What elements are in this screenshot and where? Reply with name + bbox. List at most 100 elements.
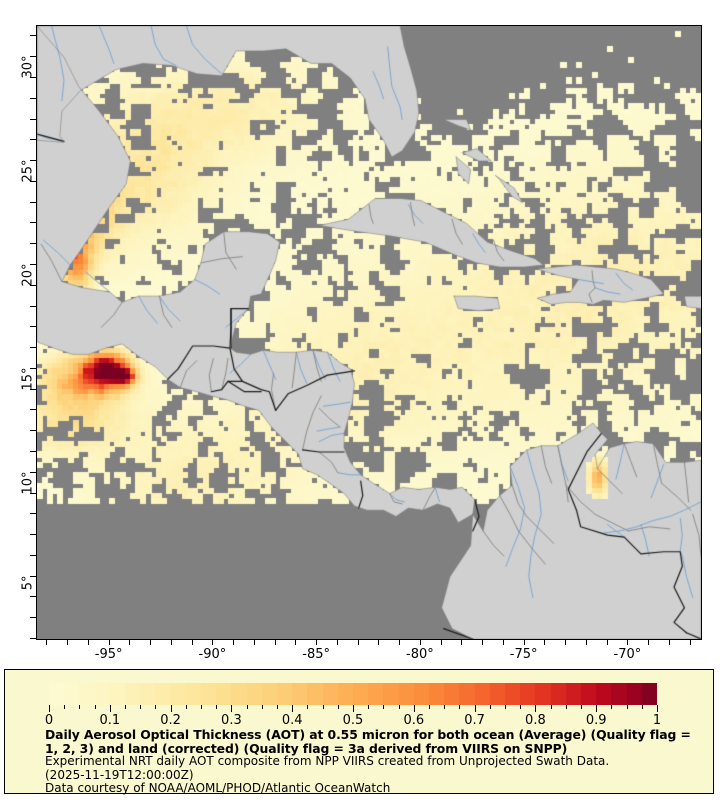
lon-tick (544, 639, 545, 645)
colorbar-minor-tick (64, 705, 65, 709)
lat-tick-label: 15° (20, 367, 36, 391)
colorbar-tick-label: 0.7 (464, 713, 485, 728)
lat-tick (30, 389, 36, 390)
colorbar-minor-tick (581, 705, 582, 709)
lat-tick (30, 222, 36, 223)
lon-tick (254, 639, 255, 645)
colorbar-minor-tick (247, 705, 248, 709)
lat-tick (30, 451, 36, 452)
colorbar-minor-tick (611, 705, 612, 709)
colorbar-minor-tick (95, 705, 96, 709)
lat-tick (30, 139, 36, 140)
lat-tick (30, 430, 36, 431)
colorbar-minor-tick (79, 705, 80, 709)
caption-line-4: Data courtesy of NOAA/AOML/PHOD/Atlantic… (45, 781, 391, 795)
lon-tick (524, 639, 525, 645)
colorbar-tick-label: 0 (44, 713, 54, 728)
colorbar-minor-tick (140, 705, 141, 709)
lat-tick (30, 326, 36, 327)
colorbar-minor-tick (216, 705, 217, 709)
colorbar-minor-tick (551, 705, 552, 709)
legend-caption-box: 0 0.1 0.2 0.3 0.4 0.5 0.6 0.7 0.8 0.9 1 Daily Aero… (4, 669, 714, 795)
lon-tick (275, 639, 276, 645)
lon-tick-label: -95° (94, 647, 123, 662)
lon-tick (607, 639, 608, 645)
lon-tick (627, 639, 628, 645)
colorbar-minor-tick (642, 705, 643, 709)
colorbar-major-tick (353, 705, 354, 712)
lon-tick (441, 639, 442, 645)
colorbar-major-tick (475, 705, 476, 712)
colorbar-tick-label: 0.6 (403, 713, 425, 728)
lat-tick (30, 638, 36, 639)
lat-tick (30, 555, 36, 556)
lat-tick (30, 202, 36, 203)
lat-tick (30, 513, 36, 514)
colorbar-tick-label: 0.1 (99, 713, 121, 728)
colorbar-minor-tick (429, 705, 430, 709)
lat-tick (30, 98, 36, 99)
colorbar-tick-label: 0.9 (585, 713, 607, 728)
map-panel: 30° 25° 20° 15° 10° 5° -95° -90° -85° -80° -75° -70… (20, 25, 702, 662)
lat-tick (30, 472, 36, 473)
lon-tick-label: -80° (406, 647, 434, 662)
lon-tick-label: -85° (302, 647, 330, 662)
lat-tick (30, 77, 36, 78)
lon-tick (46, 639, 47, 645)
colorbar-major-tick (110, 705, 111, 712)
lat-tick (30, 368, 36, 369)
colorbar-minor-tick (459, 705, 460, 709)
map-frame[interactable] (36, 25, 702, 640)
lon-tick (233, 639, 234, 645)
lat-tick-label: 30° (20, 55, 36, 79)
colorbar-gradient (49, 683, 657, 705)
colorbar-tick-label: 1 (652, 713, 662, 728)
lon-tick (648, 639, 649, 645)
colorbar-minor-tick (262, 705, 263, 709)
lon-tick (669, 639, 670, 645)
lon-tick (690, 639, 691, 645)
colorbar-minor-tick (627, 705, 628, 709)
aot-map-canvas[interactable] (37, 26, 701, 639)
lat-tick-label: 5° (20, 575, 36, 590)
colorbar-minor-tick (186, 705, 187, 709)
colorbar-minor-tick (490, 705, 491, 709)
lon-tick (461, 639, 462, 645)
colorbar-major-tick (596, 705, 597, 712)
colorbar-major-tick (49, 705, 50, 712)
lat-tick (30, 347, 36, 348)
lon-tick (503, 639, 504, 645)
lon-tick (129, 639, 130, 645)
colorbar-tick-label: 0.8 (525, 713, 546, 728)
colorbar-minor-tick (125, 705, 126, 709)
lat-tick (30, 119, 36, 120)
colorbar-tick-label: 0.3 (221, 713, 242, 728)
colorbar-minor-tick (323, 705, 324, 709)
lat-tick (30, 285, 36, 286)
lon-tick (316, 639, 317, 645)
colorbar-major-tick (535, 705, 536, 712)
colorbar-minor-tick (399, 705, 400, 709)
lon-tick (565, 639, 566, 645)
lon-tick (358, 639, 359, 645)
lat-tick (30, 181, 36, 182)
lat-tick (30, 160, 36, 161)
colorbar-labels: 0 0.1 0.2 0.3 0.4 0.5 0.6 0.7 0.8 0.9 1 (45, 713, 661, 731)
lon-tick (109, 639, 110, 645)
colorbar-major-tick (171, 705, 172, 712)
lat-tick (30, 35, 36, 36)
lon-tick (212, 639, 213, 645)
lon-tick-label: -70° (613, 647, 642, 662)
lat-tick (30, 617, 36, 618)
colorbar-tick-label: 0.2 (160, 713, 181, 728)
colorbar-minor-tick (277, 705, 278, 709)
lon-tick (88, 639, 89, 645)
lon-tick-label: -90° (198, 647, 227, 662)
colorbar-tick-label: 0.4 (281, 713, 303, 728)
colorbar-minor-tick (338, 705, 339, 709)
colorbar[interactable] (49, 683, 657, 705)
lon-tick (586, 639, 587, 645)
colorbar-minor-tick (505, 705, 506, 709)
lat-tick-label: 10° (20, 471, 36, 495)
